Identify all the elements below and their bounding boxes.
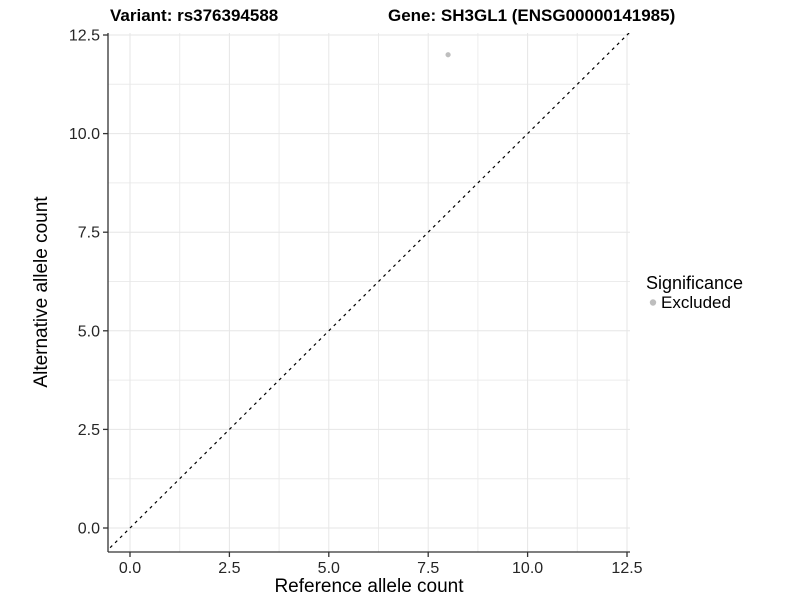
y-tick-label: 5.0	[78, 323, 100, 340]
x-tick-label: 0.0	[119, 560, 141, 577]
legend-title: Significance	[646, 273, 743, 293]
y-axis-title: Alternative allele count	[31, 196, 52, 388]
x-tick-label: 12.5	[611, 560, 642, 577]
y-tick-label: 10.0	[69, 126, 100, 143]
plot-title-right: Gene: SH3GL1 (ENSG00000141985)	[388, 6, 675, 25]
x-axis-title: Reference allele count	[274, 576, 464, 597]
y-tick-label: 12.5	[69, 28, 100, 45]
y-tick-label: 0.0	[78, 521, 100, 538]
legend: Significance Excluded	[646, 273, 743, 312]
axis-tick-labels: 0.0 2.5 5.0 7.5 10.0 12.5 0.0 2.5 5.0 7.5 10.0 12.5	[69, 28, 643, 578]
x-tick-label: 7.5	[417, 560, 439, 577]
grid-major-lines	[108, 33, 630, 552]
legend-key-circle-icon	[649, 299, 657, 306]
scatter-point	[445, 52, 451, 58]
plot-title-left: Variant: rs376394588	[110, 6, 278, 25]
x-tick-label: 5.0	[318, 560, 340, 577]
identity-reference-line	[108, 33, 630, 551]
panel-background	[108, 33, 630, 552]
legend-item-label: Excluded	[661, 293, 731, 312]
axis-tick-marks	[103, 34, 628, 557]
x-tick-label: 2.5	[218, 560, 240, 577]
dashed-identity-line	[108, 33, 630, 551]
x-tick-label: 10.0	[512, 560, 543, 577]
data-points	[445, 52, 451, 58]
grid-minor-lines	[108, 33, 630, 552]
y-tick-label: 2.5	[78, 422, 100, 439]
y-tick-label: 7.5	[78, 225, 100, 242]
